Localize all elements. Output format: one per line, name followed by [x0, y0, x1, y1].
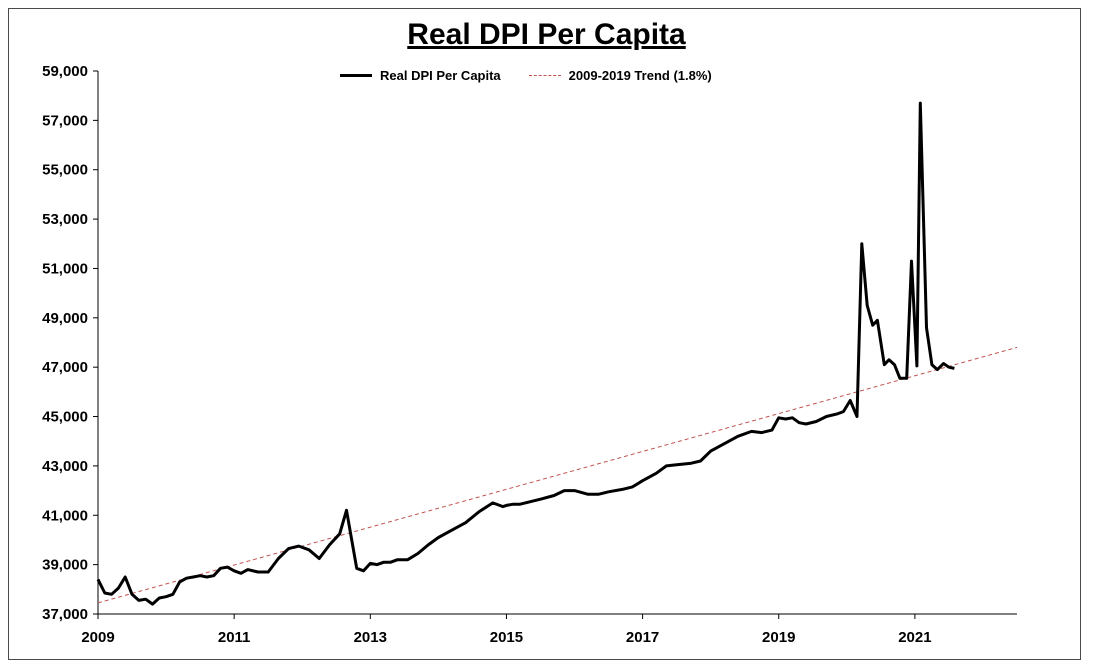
y-tick-label: 55,000: [42, 162, 88, 179]
x-tick-label: 2013: [354, 629, 387, 646]
series-line-trend: [97, 346, 1018, 604]
y-tick-label: 47,000: [42, 359, 88, 376]
legend-swatch-dashed: [528, 75, 561, 76]
legend-label-actual: Real DPI Per Capita: [380, 68, 501, 83]
chart-frame: [8, 8, 1081, 660]
x-tick-label: 2019: [762, 629, 795, 646]
x-tick-label: 2015: [490, 629, 523, 646]
y-tick-label: 41,000: [42, 507, 88, 524]
chart-title: Real DPI Per Capita: [407, 18, 686, 51]
y-tick-label: 57,000: [42, 112, 88, 129]
y-tick-label: 53,000: [42, 211, 88, 228]
legend-swatch-solid: [340, 74, 372, 77]
y-tick-label: 45,000: [42, 409, 88, 426]
legend: Real DPI Per Capita 2009-2019 Trend (1.8…: [340, 68, 712, 83]
x-tick-label: 2021: [898, 629, 931, 646]
y-tick-label: 59,000: [42, 63, 88, 80]
y-tick-label: 43,000: [42, 458, 88, 475]
y-tick-label: 39,000: [42, 557, 88, 574]
x-tick-label: 2009: [81, 629, 114, 646]
legend-item-trend: 2009-2019 Trend (1.8%): [528, 68, 712, 83]
series-line-real-dpi: [96, 101, 955, 606]
legend-label-trend: 2009-2019 Trend (1.8%): [568, 68, 712, 83]
legend-item-actual: Real DPI Per Capita: [340, 68, 501, 83]
y-tick-label: 51,000: [42, 260, 88, 277]
x-tick-label: 2011: [218, 629, 251, 646]
x-tick-label: 2017: [626, 629, 659, 646]
y-tick-label: 49,000: [42, 310, 88, 327]
y-tick-label: 37,000: [42, 606, 88, 623]
